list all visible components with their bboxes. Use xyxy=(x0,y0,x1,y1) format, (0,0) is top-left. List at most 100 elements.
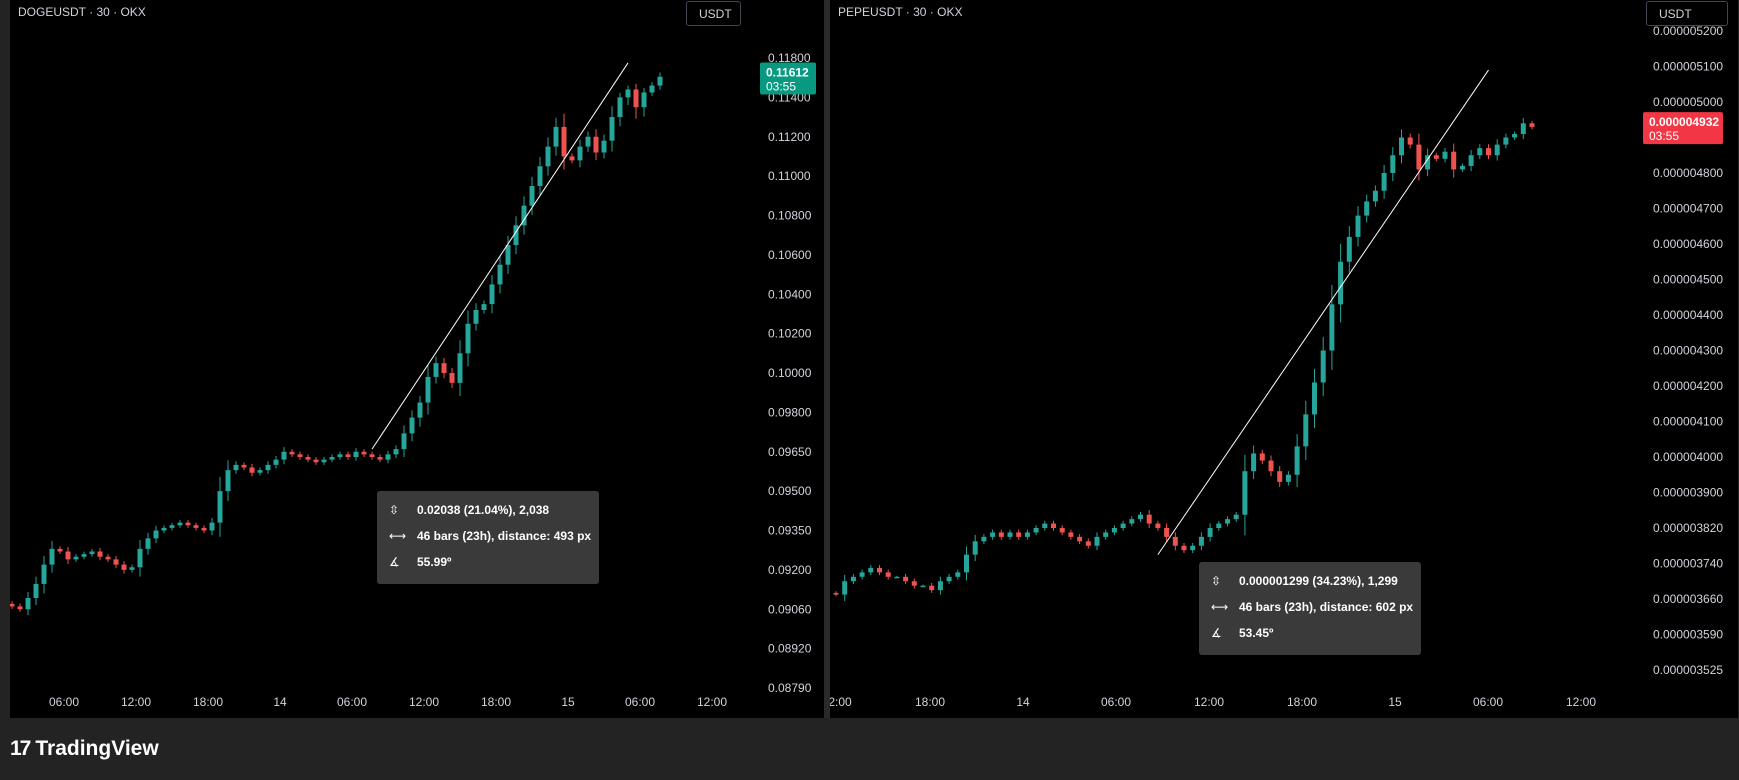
candle xyxy=(41,555,47,594)
candle xyxy=(265,461,271,474)
measure-change: 0.000001299 (34.23%), 1,299 xyxy=(1239,574,1398,588)
candle xyxy=(553,117,559,156)
candle xyxy=(617,92,623,127)
x-tick-label: 18:00 xyxy=(481,695,511,709)
candle xyxy=(1486,144,1491,160)
candle xyxy=(1077,534,1083,545)
pepe-chart-canvas[interactable]: 0.000005200 0.000005100 0.000005000 0.00000… xyxy=(830,0,1738,718)
candle xyxy=(137,540,143,577)
candle xyxy=(1277,466,1283,487)
x-tick-label: 06:00 xyxy=(1473,695,1503,709)
bars-range-icon: ⟷ xyxy=(389,529,407,543)
candle xyxy=(273,456,279,469)
candle xyxy=(233,461,239,474)
candle xyxy=(1512,131,1518,140)
y-tick-label: 0.000005100 xyxy=(1653,60,1723,74)
candle xyxy=(257,467,263,476)
candle xyxy=(497,255,503,294)
candle xyxy=(361,449,367,457)
candle xyxy=(201,525,207,534)
candle xyxy=(561,113,567,170)
candle xyxy=(1346,225,1352,273)
y-tick-label: 0.09060 xyxy=(768,602,812,616)
candle xyxy=(473,303,479,331)
candle xyxy=(1007,529,1013,540)
candle xyxy=(998,529,1004,540)
x-tick-label: 15 xyxy=(1388,695,1402,709)
candle xyxy=(337,451,343,460)
unit-button[interactable]: USDT xyxy=(1646,1,1728,26)
x-tick-label: 14 xyxy=(1016,695,1030,709)
x-tick-label: 12:00 xyxy=(1566,695,1596,709)
y-tick-label: 0.11000 xyxy=(768,169,811,183)
candle xyxy=(465,310,471,367)
y-tick-label: 0.11200 xyxy=(768,130,811,144)
candle xyxy=(457,340,463,396)
y-tick-label: 0.10000 xyxy=(768,366,812,380)
symbol-label[interactable]: PEPEUSDT · 30 · OKX xyxy=(838,5,963,19)
brand-name[interactable]: TradingView xyxy=(35,737,159,760)
candle xyxy=(409,410,415,442)
candle xyxy=(1520,117,1526,140)
candle xyxy=(877,565,882,576)
candle xyxy=(433,356,439,384)
candle xyxy=(1242,454,1248,536)
unit-button[interactable]: USDT xyxy=(686,1,741,26)
x-tick-label: 15 xyxy=(561,695,575,709)
candle xyxy=(1216,520,1222,531)
candle xyxy=(377,454,383,463)
candle xyxy=(177,520,183,528)
candle xyxy=(1268,455,1274,477)
candle xyxy=(1155,520,1161,531)
trend-line[interactable] xyxy=(1157,69,1489,555)
candle xyxy=(1207,523,1213,542)
candle xyxy=(920,584,926,588)
y-tick-label: 0.09350 xyxy=(768,524,812,538)
x-tick-label: 12:00 xyxy=(121,695,151,709)
x-tick-label: 06:00 xyxy=(625,695,655,709)
candle xyxy=(289,449,295,457)
candle xyxy=(625,85,631,106)
x-tick-label: 18:00 xyxy=(915,695,945,709)
y-tick-label: 0.10200 xyxy=(768,327,812,341)
doge-chart-panel[interactable]: DOGEUSDT · 30 · OKX USDT 0.11800 0.11400 0… xyxy=(10,0,824,718)
candle xyxy=(81,551,87,560)
candle xyxy=(17,603,23,612)
y-tick-label: 0.000004400 xyxy=(1653,308,1723,322)
candle xyxy=(569,153,575,164)
candle xyxy=(842,574,848,602)
candle xyxy=(1085,538,1091,549)
y-tick-label: 0.000004800 xyxy=(1653,166,1723,180)
candle xyxy=(1120,520,1126,531)
candle xyxy=(1094,532,1100,551)
candle xyxy=(1364,194,1370,223)
measure-tooltip: ⇳ 0.000001299 (34.23%), 1,299 ⟷ 46 bars (2… xyxy=(1199,562,1421,655)
pepe-chart-panel[interactable]: PEPEUSDT · 30 · OKX USDT 0.000005200 0.00… xyxy=(830,0,1738,718)
panel-divider[interactable] xyxy=(824,0,830,718)
candle xyxy=(217,477,223,537)
y-tick-label: 0.000004000 xyxy=(1653,450,1723,464)
y-tick-label: 0.10800 xyxy=(768,209,812,223)
doge-chart-canvas[interactable]: 0.118000.114000.112000.110000.108000.106… xyxy=(10,0,824,718)
candle xyxy=(1103,529,1109,540)
x-tick-label: 18:00 xyxy=(193,695,223,709)
candle xyxy=(1198,532,1204,551)
last-price: 0.000004932 xyxy=(1649,115,1719,129)
symbol-label[interactable]: DOGEUSDT · 30 · OKX xyxy=(18,5,146,19)
x-tick-label: 06:00 xyxy=(49,695,79,709)
measure-bars: 46 bars (23h), distance: 493 px xyxy=(417,529,592,543)
candle xyxy=(313,457,319,465)
x-tick-label: 18:00 xyxy=(1287,695,1317,709)
candle xyxy=(249,463,255,477)
candle xyxy=(903,574,909,585)
candle xyxy=(521,196,527,235)
candle xyxy=(885,569,891,580)
trend-line[interactable] xyxy=(371,62,629,450)
candle xyxy=(911,578,917,589)
candle xyxy=(1042,520,1048,531)
tradingview-logo-icon[interactable]: 17 xyxy=(10,737,31,760)
candle xyxy=(1399,129,1404,164)
x-tick-label: 12:00 xyxy=(1194,695,1224,709)
candle xyxy=(641,87,647,117)
